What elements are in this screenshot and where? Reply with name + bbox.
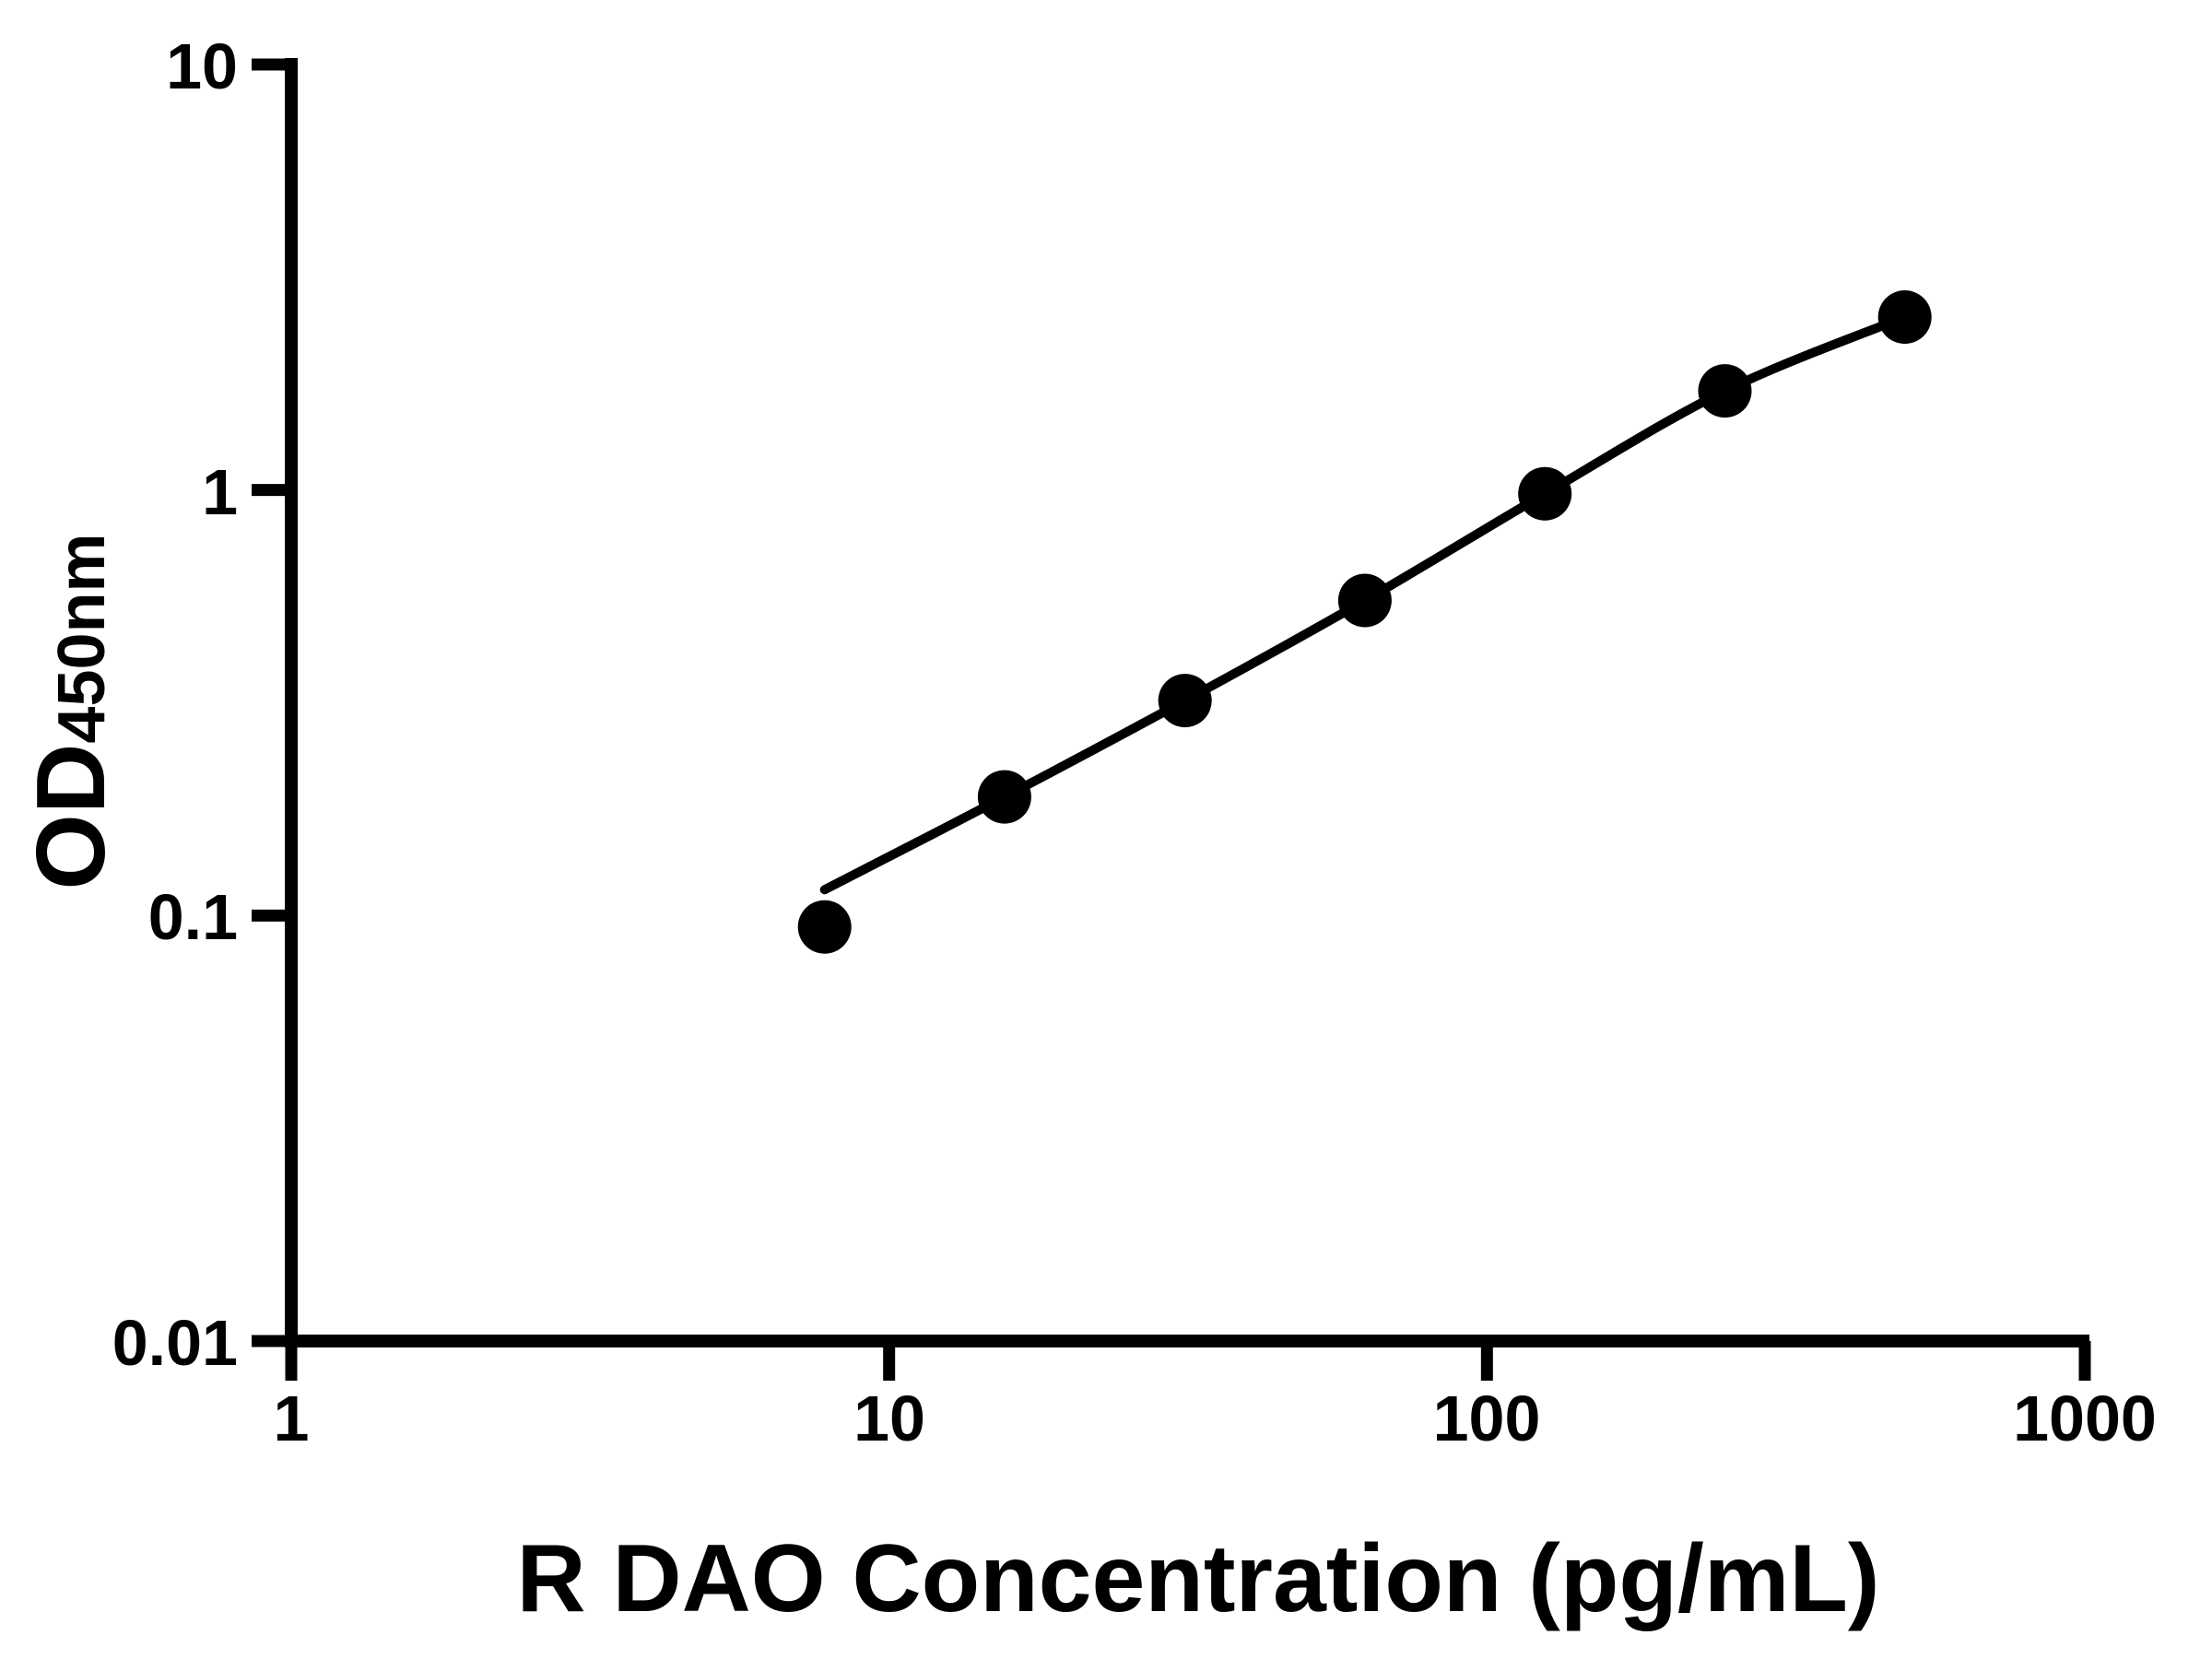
y-tick-label-10: 10 bbox=[166, 30, 238, 102]
x-tick-label-1000: 1000 bbox=[2013, 1382, 2157, 1454]
data-point bbox=[1337, 573, 1392, 628]
x-tick-label-10: 10 bbox=[853, 1382, 925, 1454]
data-point bbox=[797, 900, 852, 954]
y-axis-title: OD450nm bbox=[17, 533, 125, 889]
x-tick-label-1: 1 bbox=[274, 1382, 310, 1454]
x-axis-title: R DAO Concentration (pg/mL) bbox=[516, 1525, 1879, 1632]
y-axis-title-main: OD bbox=[17, 744, 125, 890]
data-point bbox=[1518, 466, 1572, 521]
plot-layer bbox=[797, 290, 1932, 954]
y-tick-label-0.1: 0.1 bbox=[148, 881, 238, 953]
x-tick-label-100: 100 bbox=[1433, 1382, 1541, 1454]
y-tick-label-1: 1 bbox=[202, 456, 238, 528]
data-point bbox=[1158, 674, 1212, 728]
axes-layer bbox=[252, 58, 2091, 1381]
data-point bbox=[1877, 290, 1932, 344]
data-point bbox=[977, 770, 1031, 824]
data-point bbox=[1698, 364, 1752, 418]
y-tick-label-0.01: 0.01 bbox=[112, 1307, 238, 1379]
y-axis-title-sub: 450nm bbox=[45, 533, 119, 743]
